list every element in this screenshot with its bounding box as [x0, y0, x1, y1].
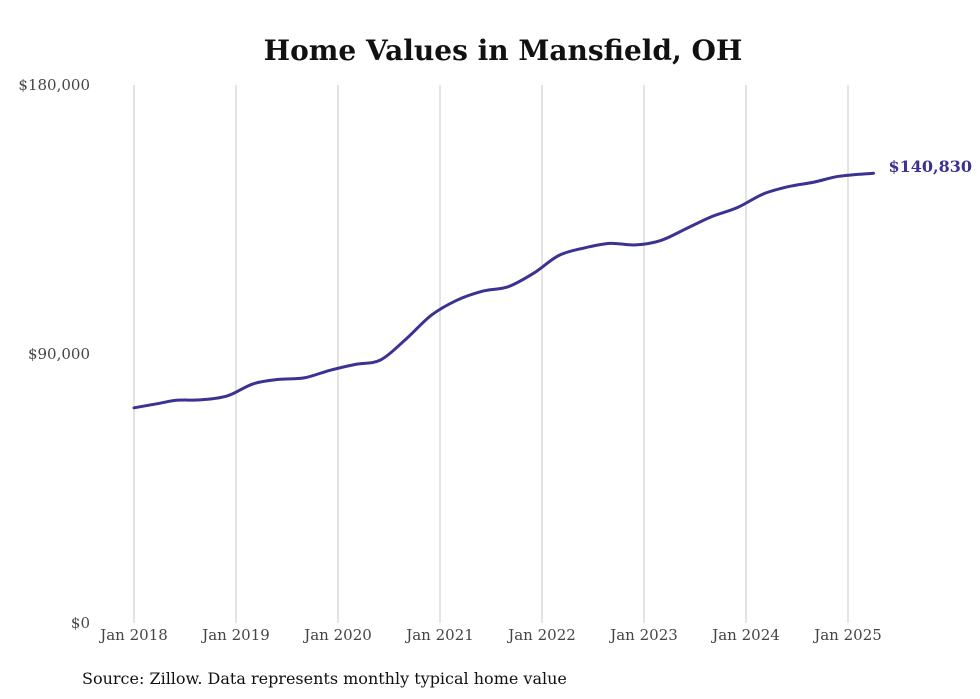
y-tick-label: $90,000 — [28, 345, 90, 363]
x-tick-label: Jan 2025 — [812, 626, 882, 644]
y-axis-ticks: $0 $90,000 $180,000 — [18, 76, 90, 632]
x-tick-label: Jan 2023 — [608, 626, 678, 644]
x-tick-label: Jan 2019 — [200, 626, 270, 644]
source-note: Source: Zillow. Data represents monthly … — [82, 669, 567, 688]
x-tick-label: Jan 2021 — [404, 626, 474, 644]
chart-title: Home Values in Mansfield, OH — [264, 34, 743, 67]
series-line-home-value — [132, 171, 875, 410]
y-tick-label: $0 — [71, 614, 90, 632]
x-tick-label: Jan 2018 — [98, 626, 168, 644]
x-tick-label: Jan 2022 — [506, 626, 576, 644]
x-tick-label: Jan 2020 — [302, 626, 372, 644]
y-tick-label: $180,000 — [18, 76, 90, 94]
end-value-label: $140,830 — [889, 157, 973, 176]
gridlines — [133, 85, 849, 623]
x-axis-ticks: Jan 2018 Jan 2019 Jan 2020 Jan 2021 Jan 2022… — [98, 626, 882, 644]
x-tick-label: Jan 2024 — [710, 626, 780, 644]
